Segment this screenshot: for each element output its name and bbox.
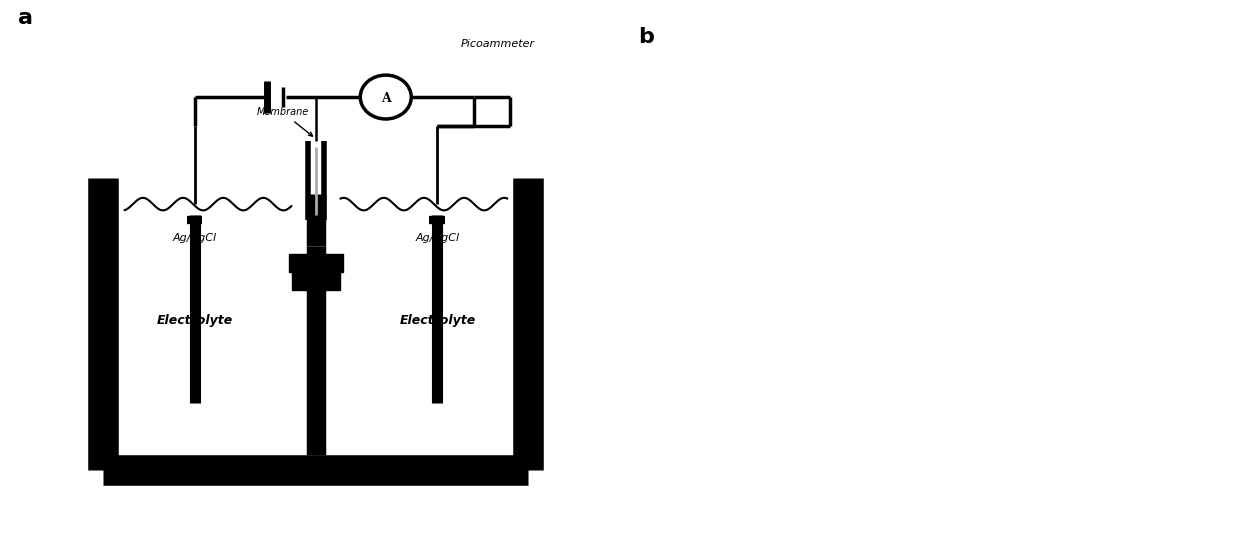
Text: b: b	[638, 27, 654, 47]
Text: a: a	[19, 8, 33, 28]
Text: Picoammeter: Picoammeter	[461, 39, 535, 50]
Text: Ag/AgCl: Ag/AgCl	[172, 233, 217, 243]
Bar	[291, 270, 341, 290]
Circle shape	[361, 75, 411, 119]
Text: Electrolyte: Electrolyte	[156, 314, 233, 327]
Bar	[289, 254, 343, 272]
Text: A: A	[380, 91, 390, 104]
Text: Membrane: Membrane	[256, 107, 312, 136]
Text: Ag/AgCl: Ag/AgCl	[415, 233, 460, 243]
Text: Electrolyte: Electrolyte	[399, 314, 476, 327]
